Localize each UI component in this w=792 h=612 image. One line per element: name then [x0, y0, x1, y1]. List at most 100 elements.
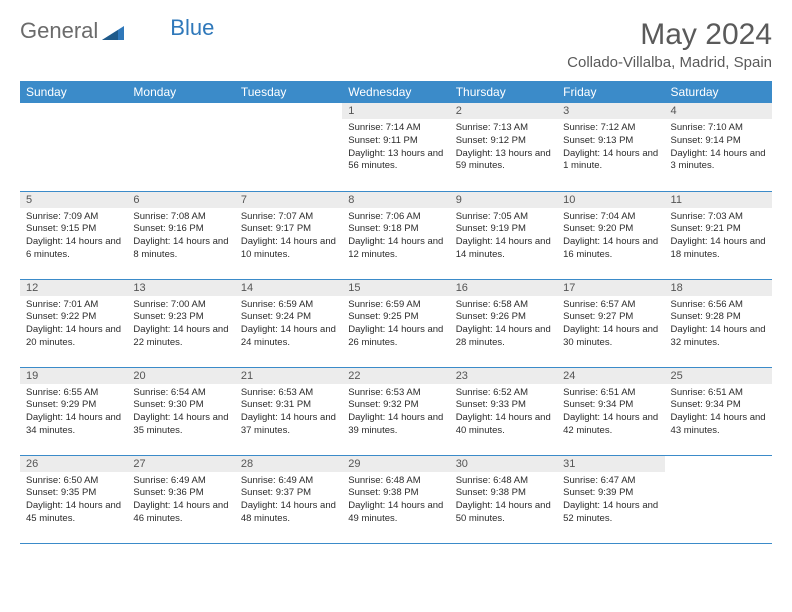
day-number: 27: [127, 456, 234, 472]
day-text: Sunrise: 6:57 AMSunset: 9:27 PMDaylight:…: [557, 296, 664, 354]
day-text: Sunrise: 6:50 AMSunset: 9:35 PMDaylight:…: [20, 472, 127, 530]
weekday-header: Sunday: [20, 81, 127, 103]
day-number: 16: [450, 280, 557, 296]
calendar-week-row: 1Sunrise: 7:14 AMSunset: 9:11 PMDaylight…: [20, 103, 772, 191]
day-text: Sunrise: 6:59 AMSunset: 9:24 PMDaylight:…: [235, 296, 342, 354]
calendar-header-row: SundayMondayTuesdayWednesdayThursdayFrid…: [20, 81, 772, 103]
calendar-day-cell: 12Sunrise: 7:01 AMSunset: 9:22 PMDayligh…: [20, 279, 127, 367]
day-text: Sunrise: 7:06 AMSunset: 9:18 PMDaylight:…: [342, 208, 449, 266]
day-number: 8: [342, 192, 449, 208]
logo-text-2: Blue: [170, 15, 214, 41]
day-text: Sunrise: 7:05 AMSunset: 9:19 PMDaylight:…: [450, 208, 557, 266]
calendar-day-cell: 7Sunrise: 7:07 AMSunset: 9:17 PMDaylight…: [235, 191, 342, 279]
calendar-day-cell: [20, 103, 127, 191]
day-number: 11: [665, 192, 772, 208]
day-text: Sunrise: 7:14 AMSunset: 9:11 PMDaylight:…: [342, 119, 449, 177]
calendar-day-cell: [665, 455, 772, 543]
day-text: Sunrise: 6:54 AMSunset: 9:30 PMDaylight:…: [127, 384, 234, 442]
day-text: Sunrise: 6:53 AMSunset: 9:31 PMDaylight:…: [235, 384, 342, 442]
day-text: Sunrise: 7:08 AMSunset: 9:16 PMDaylight:…: [127, 208, 234, 266]
calendar-day-cell: [127, 103, 234, 191]
calendar-day-cell: 6Sunrise: 7:08 AMSunset: 9:16 PMDaylight…: [127, 191, 234, 279]
day-number: 3: [557, 103, 664, 119]
day-number: [235, 103, 342, 119]
calendar-day-cell: 21Sunrise: 6:53 AMSunset: 9:31 PMDayligh…: [235, 367, 342, 455]
calendar-day-cell: [235, 103, 342, 191]
calendar-day-cell: 19Sunrise: 6:55 AMSunset: 9:29 PMDayligh…: [20, 367, 127, 455]
calendar-week-row: 26Sunrise: 6:50 AMSunset: 9:35 PMDayligh…: [20, 455, 772, 543]
day-number: 17: [557, 280, 664, 296]
day-number: 23: [450, 368, 557, 384]
weekday-header: Wednesday: [342, 81, 449, 103]
calendar-day-cell: 8Sunrise: 7:06 AMSunset: 9:18 PMDaylight…: [342, 191, 449, 279]
calendar-day-cell: 31Sunrise: 6:47 AMSunset: 9:39 PMDayligh…: [557, 455, 664, 543]
weekday-header: Thursday: [450, 81, 557, 103]
calendar-day-cell: 15Sunrise: 6:59 AMSunset: 9:25 PMDayligh…: [342, 279, 449, 367]
calendar-day-cell: 17Sunrise: 6:57 AMSunset: 9:27 PMDayligh…: [557, 279, 664, 367]
day-number: 22: [342, 368, 449, 384]
day-number: 6: [127, 192, 234, 208]
day-number: 31: [557, 456, 664, 472]
day-number: 4: [665, 103, 772, 119]
calendar-day-cell: 25Sunrise: 6:51 AMSunset: 9:34 PMDayligh…: [665, 367, 772, 455]
calendar-week-row: 19Sunrise: 6:55 AMSunset: 9:29 PMDayligh…: [20, 367, 772, 455]
day-number: 29: [342, 456, 449, 472]
calendar-table: SundayMondayTuesdayWednesdayThursdayFrid…: [20, 81, 772, 544]
day-text: Sunrise: 7:03 AMSunset: 9:21 PMDaylight:…: [665, 208, 772, 266]
calendar-day-cell: 4Sunrise: 7:10 AMSunset: 9:14 PMDaylight…: [665, 103, 772, 191]
day-number: 2: [450, 103, 557, 119]
day-number: 15: [342, 280, 449, 296]
calendar-week-row: 5Sunrise: 7:09 AMSunset: 9:15 PMDaylight…: [20, 191, 772, 279]
calendar-day-cell: 11Sunrise: 7:03 AMSunset: 9:21 PMDayligh…: [665, 191, 772, 279]
calendar-day-cell: 9Sunrise: 7:05 AMSunset: 9:19 PMDaylight…: [450, 191, 557, 279]
day-number: [20, 103, 127, 119]
calendar-day-cell: 28Sunrise: 6:49 AMSunset: 9:37 PMDayligh…: [235, 455, 342, 543]
day-text: Sunrise: 6:49 AMSunset: 9:37 PMDaylight:…: [235, 472, 342, 530]
calendar-day-cell: 29Sunrise: 6:48 AMSunset: 9:38 PMDayligh…: [342, 455, 449, 543]
day-number: 18: [665, 280, 772, 296]
location-text: Collado-Villalba, Madrid, Spain: [567, 54, 772, 71]
calendar-day-cell: 13Sunrise: 7:00 AMSunset: 9:23 PMDayligh…: [127, 279, 234, 367]
logo-text-1: General: [20, 18, 98, 44]
calendar-day-cell: 3Sunrise: 7:12 AMSunset: 9:13 PMDaylight…: [557, 103, 664, 191]
day-text: Sunrise: 6:59 AMSunset: 9:25 PMDaylight:…: [342, 296, 449, 354]
title-block: May 2024 Collado-Villalba, Madrid, Spain: [567, 18, 772, 71]
day-number: 10: [557, 192, 664, 208]
weekday-header: Friday: [557, 81, 664, 103]
calendar-day-cell: 16Sunrise: 6:58 AMSunset: 9:26 PMDayligh…: [450, 279, 557, 367]
day-number: 14: [235, 280, 342, 296]
day-number: 26: [20, 456, 127, 472]
day-number: 13: [127, 280, 234, 296]
calendar-day-cell: 20Sunrise: 6:54 AMSunset: 9:30 PMDayligh…: [127, 367, 234, 455]
day-number: 30: [450, 456, 557, 472]
day-text: Sunrise: 6:48 AMSunset: 9:38 PMDaylight:…: [450, 472, 557, 530]
calendar-day-cell: 2Sunrise: 7:13 AMSunset: 9:12 PMDaylight…: [450, 103, 557, 191]
calendar-day-cell: 30Sunrise: 6:48 AMSunset: 9:38 PMDayligh…: [450, 455, 557, 543]
day-number: 19: [20, 368, 127, 384]
calendar-day-cell: 18Sunrise: 6:56 AMSunset: 9:28 PMDayligh…: [665, 279, 772, 367]
day-number: 25: [665, 368, 772, 384]
calendar-day-cell: 24Sunrise: 6:51 AMSunset: 9:34 PMDayligh…: [557, 367, 664, 455]
calendar-day-cell: 27Sunrise: 6:49 AMSunset: 9:36 PMDayligh…: [127, 455, 234, 543]
calendar-body: 1Sunrise: 7:14 AMSunset: 9:11 PMDaylight…: [20, 103, 772, 543]
day-number: 21: [235, 368, 342, 384]
calendar-day-cell: 23Sunrise: 6:52 AMSunset: 9:33 PMDayligh…: [450, 367, 557, 455]
day-text: Sunrise: 6:48 AMSunset: 9:38 PMDaylight:…: [342, 472, 449, 530]
day-text: Sunrise: 6:52 AMSunset: 9:33 PMDaylight:…: [450, 384, 557, 442]
day-text: Sunrise: 7:07 AMSunset: 9:17 PMDaylight:…: [235, 208, 342, 266]
day-text: Sunrise: 7:00 AMSunset: 9:23 PMDaylight:…: [127, 296, 234, 354]
day-text: Sunrise: 7:13 AMSunset: 9:12 PMDaylight:…: [450, 119, 557, 177]
day-text: Sunrise: 7:10 AMSunset: 9:14 PMDaylight:…: [665, 119, 772, 177]
day-text: Sunrise: 6:51 AMSunset: 9:34 PMDaylight:…: [665, 384, 772, 442]
day-number: 7: [235, 192, 342, 208]
day-number: 1: [342, 103, 449, 119]
day-number: 12: [20, 280, 127, 296]
day-number: [665, 456, 772, 472]
day-text: Sunrise: 6:47 AMSunset: 9:39 PMDaylight:…: [557, 472, 664, 530]
day-text: Sunrise: 6:56 AMSunset: 9:28 PMDaylight:…: [665, 296, 772, 354]
day-text: Sunrise: 7:01 AMSunset: 9:22 PMDaylight:…: [20, 296, 127, 354]
logo-triangle-icon: [102, 22, 124, 40]
page-title: May 2024: [567, 18, 772, 52]
weekday-header: Saturday: [665, 81, 772, 103]
day-number: 28: [235, 456, 342, 472]
